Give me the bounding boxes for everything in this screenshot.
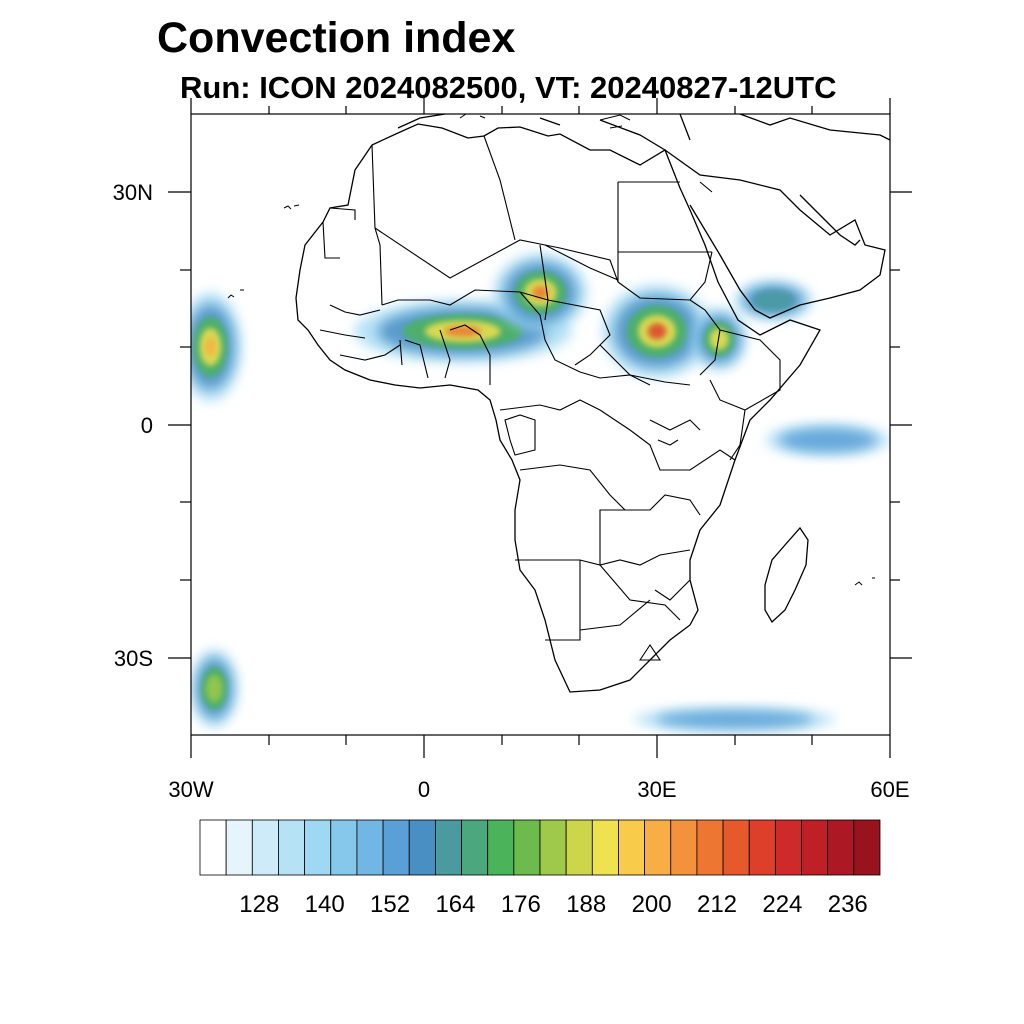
colorbar-swatch [696, 819, 724, 876]
convection-region [191, 649, 238, 728]
convection-region [493, 253, 588, 332]
chart-title: Convection index [157, 14, 516, 62]
convection-region [602, 284, 712, 378]
colorbar-tick-label: 140 [305, 891, 345, 918]
colorbar-swatch [356, 819, 384, 876]
colorbar-swatch [774, 819, 802, 876]
map-frame [190, 113, 891, 736]
convection-contour [206, 674, 223, 703]
chart-subtitle: Run: ICON 2024082500, VT: 20240827-12UTC [180, 70, 837, 105]
lat-label-0: 0 [141, 413, 153, 438]
convection-contour [532, 285, 549, 300]
colorbar-swatch [801, 819, 829, 876]
convection-contour [752, 289, 795, 311]
lon-label-0: 0 [418, 777, 430, 802]
colorbar-swatch [382, 819, 410, 876]
axis-ticks [168, 98, 912, 758]
persian-gulf [799, 194, 861, 246]
convection-region [734, 280, 813, 320]
colorbar-swatch [748, 819, 776, 876]
colorbar-tick-label: 212 [697, 891, 737, 918]
colorbar-labels: 128 140 152 164 176 188 200 212 224 236 [239, 891, 868, 918]
convection-region [354, 300, 572, 363]
colorbar-swatch [644, 819, 672, 876]
convection-region [191, 292, 242, 402]
convection-contour [444, 326, 482, 337]
colorbar-swatch [487, 819, 515, 876]
colorbar-tick-label: 236 [828, 891, 868, 918]
convection-contour [647, 323, 667, 340]
colorbar-swatch [513, 819, 541, 876]
convection-contour [779, 427, 877, 453]
africa-coastline [295, 123, 821, 693]
colorbar-swatch [539, 819, 567, 876]
mediterranean-coast [397, 114, 890, 151]
colorbar-tick-label: 176 [501, 891, 541, 918]
lon-label-60e: 60E [870, 777, 909, 802]
coastlines [227, 114, 890, 693]
colorbar-tick-label: 200 [632, 891, 672, 918]
colorbar-swatch [408, 819, 436, 876]
lat-label-30s: 30S [114, 646, 153, 671]
convection-contour [709, 328, 729, 350]
colorbar-swatch [853, 819, 881, 876]
lat-label-30n: 30N [113, 180, 153, 205]
colorbar-swatch [461, 819, 489, 876]
colorbar-swatch [330, 819, 358, 876]
colorbar-swatch [304, 819, 332, 876]
colorbar-swatch [278, 819, 306, 876]
colorbar-swatch [722, 819, 750, 876]
colorbar-tick-label: 128 [239, 891, 279, 918]
colorbar-tick-label: 152 [370, 891, 410, 918]
colorbar-swatch [434, 819, 462, 876]
colorbar-swatch [670, 819, 698, 876]
colorbar-tick-label: 164 [435, 891, 475, 918]
colorbar-swatch [199, 819, 227, 876]
arabia-coastline [664, 149, 886, 319]
colorbar-swatch [251, 819, 279, 876]
colorbar-swatch [591, 819, 619, 876]
convection-contour [655, 710, 814, 729]
islands [227, 114, 875, 586]
convection-field [191, 253, 890, 732]
colorbar-swatch [827, 819, 855, 876]
colorbar-swatch [565, 819, 593, 876]
colorbar-tick-label: 188 [566, 891, 606, 918]
convection-region [633, 707, 836, 732]
convection-region [691, 308, 747, 371]
colorbar-swatch [225, 819, 253, 876]
colorbar [199, 819, 881, 876]
lon-label-30e: 30E [637, 777, 676, 802]
madagascar-coastline [764, 526, 809, 624]
convection-contour [205, 337, 216, 357]
colorbar-tick-label: 224 [762, 891, 802, 918]
colorbar-swatch [618, 819, 646, 876]
lon-label-30w: 30W [168, 777, 213, 802]
country-borders [319, 135, 781, 661]
convection-region [765, 424, 890, 456]
